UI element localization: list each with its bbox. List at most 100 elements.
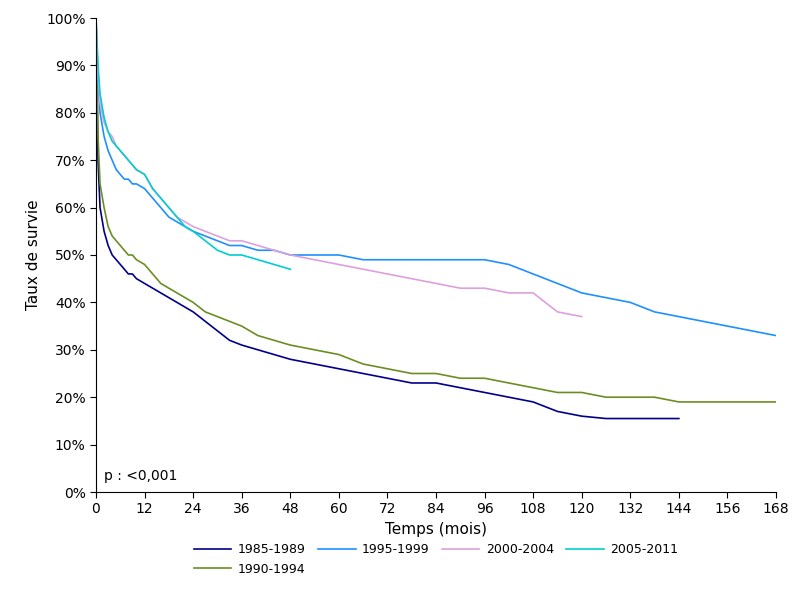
1995-1999 [94,76,103,83]
1990-1994 [123,251,133,259]
1995-1999 [172,218,182,226]
1995-1999 [747,327,757,334]
1995-1999 [140,185,150,192]
1985-1989 [180,304,190,311]
2000-2004 [95,100,105,107]
1995-1999 [310,251,319,259]
2000-2004 [480,284,490,292]
2000-2004 [132,166,142,173]
1990-1994 [286,341,295,349]
2005-2011 [95,90,105,97]
2005-2011 [286,266,295,273]
1995-1999 [164,214,174,221]
2000-2004 [180,218,190,226]
1985-1989 [103,242,113,249]
1990-1994 [95,180,105,187]
2000-2004 [164,204,174,211]
1990-1994 [577,389,586,396]
1985-1989 [123,271,133,278]
1990-1994 [553,389,562,396]
1985-1989 [650,415,659,422]
2005-2011 [237,251,246,259]
1985-1989 [94,157,103,164]
2005-2011 [213,247,222,254]
2000-2004 [334,261,344,268]
2000-2004 [528,289,538,296]
1995-1999 [334,251,344,259]
2005-2011 [172,214,182,221]
2005-2011 [91,14,101,22]
2005-2011 [107,137,117,145]
Y-axis label: Taux de survie: Taux de survie [26,200,41,310]
Line: 1995-1999: 1995-1999 [96,18,776,335]
1995-1999 [253,247,262,254]
1995-1999 [132,180,142,187]
2005-2011 [164,204,174,211]
2000-2004 [270,247,279,254]
1990-1994 [455,374,465,382]
1985-1989 [528,398,538,406]
1990-1994 [180,294,190,301]
1990-1994 [99,204,109,211]
1995-1999 [553,280,562,287]
1990-1994 [602,394,611,401]
2000-2004 [140,171,150,178]
1995-1999 [103,147,113,154]
2000-2004 [553,308,562,316]
1995-1999 [95,109,105,116]
1990-1994 [480,374,490,382]
1985-1989 [119,266,129,273]
2000-2004 [103,128,113,136]
1985-1989 [431,379,441,386]
2000-2004 [504,289,514,296]
1995-1999 [771,332,781,339]
1985-1989 [132,275,142,282]
2005-2011 [225,251,234,259]
2000-2004 [382,271,392,278]
1990-1994 [128,251,138,259]
2000-2004 [156,194,166,202]
2005-2011 [94,62,103,69]
2005-2011 [270,261,279,268]
2000-2004 [172,214,182,221]
2005-2011 [253,256,262,263]
2000-2004 [407,275,417,282]
Line: 2005-2011: 2005-2011 [96,18,290,269]
1990-1994 [431,370,441,377]
1985-1989 [213,327,222,334]
2000-2004 [431,280,441,287]
1990-1994 [722,398,732,406]
1995-1999 [237,242,246,249]
1990-1994 [674,398,684,406]
1985-1989 [253,346,262,353]
1990-1994 [103,223,113,230]
1995-1999 [674,313,684,320]
1995-1999 [99,133,109,140]
2000-2004 [123,157,133,164]
1985-1989 [111,256,121,263]
1995-1999 [115,171,125,178]
1990-1994 [140,261,150,268]
2000-2004 [310,256,319,263]
2000-2004 [99,119,109,126]
1990-1994 [164,284,174,292]
1990-1994 [156,280,166,287]
1995-1999 [201,232,210,239]
1995-1999 [504,261,514,268]
1990-1994 [747,398,757,406]
1985-1989 [334,365,344,373]
1995-1999 [148,194,158,202]
2005-2011 [148,185,158,192]
1990-1994 [771,398,781,406]
2000-2004 [111,142,121,149]
1985-1989 [107,251,117,259]
2000-2004 [577,313,586,320]
2005-2011 [103,128,113,136]
2005-2011 [119,152,129,159]
2005-2011 [111,142,121,149]
1995-1999 [528,271,538,278]
1985-1989 [115,261,125,268]
1995-1999 [180,223,190,230]
1990-1994 [407,370,417,377]
1990-1994 [626,394,635,401]
